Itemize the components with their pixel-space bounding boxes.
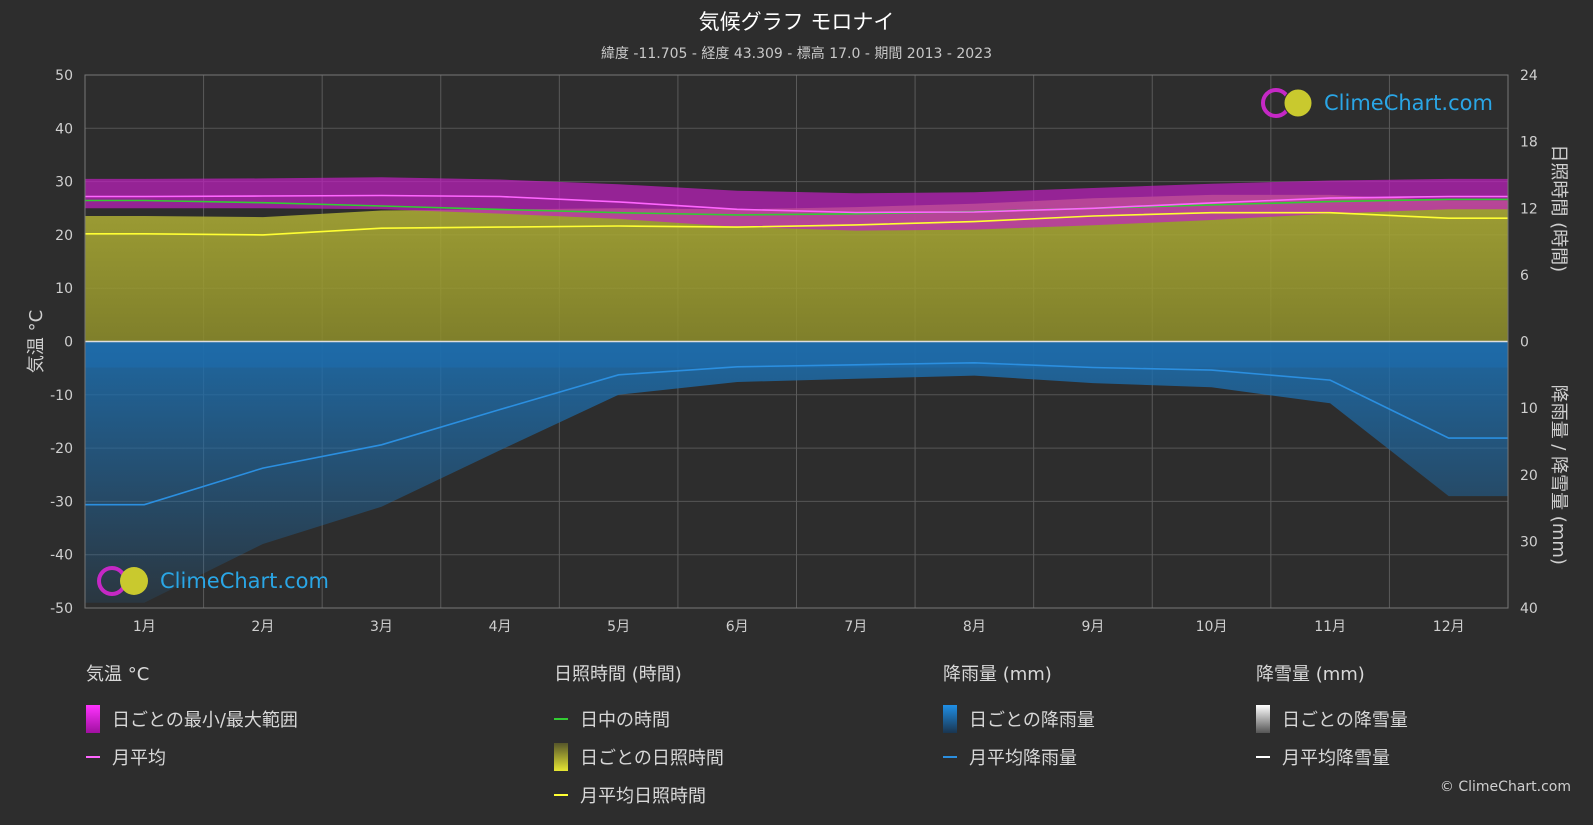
sunshine-area bbox=[85, 194, 1508, 342]
y-right-top-axis-title: 日照時間 (時間) bbox=[1548, 144, 1569, 272]
y-right-bottom-tick-label: 20 bbox=[1520, 468, 1538, 484]
rain-area bbox=[85, 341, 1508, 603]
rain-area-fill bbox=[85, 341, 1508, 603]
climechart-logo-icon bbox=[1261, 88, 1313, 118]
legend-heading: 気温 °C bbox=[86, 664, 150, 685]
logo-top: ClimeChart.com bbox=[1260, 86, 1493, 120]
legend-item-snow-daily: 日ごとの降雪量 bbox=[1256, 700, 1408, 738]
x-tick-label: 4月 bbox=[489, 619, 512, 635]
y-left-tick-label: 0 bbox=[64, 335, 73, 351]
y-right-top-tick-label: 24 bbox=[1520, 68, 1538, 84]
legend-item-daylight: 日中の時間 bbox=[554, 700, 724, 738]
y-right-bottom-tick-label: 10 bbox=[1520, 401, 1538, 417]
y-right-top-tick-label: 0 bbox=[1520, 335, 1529, 351]
legend-heading: 日照時間 (時間) bbox=[554, 664, 682, 685]
x-tick-label: 12月 bbox=[1433, 619, 1465, 635]
x-tick-label: 7月 bbox=[844, 619, 867, 635]
copyright: © ClimeChart.com bbox=[1439, 779, 1571, 795]
y-left-tick-label: 30 bbox=[55, 175, 73, 191]
legend-item-rain-avg: 月平均降雨量 bbox=[943, 738, 1095, 776]
legend-label: 日ごとの日照時間 bbox=[580, 748, 724, 769]
y-left-tick-label: -20 bbox=[50, 441, 73, 457]
y-left-tick-label: -30 bbox=[50, 494, 73, 510]
temperature-range-band bbox=[85, 177, 1508, 231]
y-right-top-tick-label: 18 bbox=[1520, 135, 1538, 151]
x-tick-label: 1月 bbox=[133, 619, 156, 635]
rain-avg-line bbox=[85, 361, 1508, 506]
x-tick-label: 6月 bbox=[726, 619, 749, 635]
x-tick-label: 2月 bbox=[251, 619, 274, 635]
climate-chart: 50 40 30 20 10 0 -10 -20 -30 -40 -50 24 18 12 6 0 10 20 30… bbox=[26, 68, 1569, 635]
legend-label: 日中の時間 bbox=[580, 710, 670, 731]
y-right-top-tick-label: 6 bbox=[1520, 268, 1529, 284]
axes: 50 40 30 20 10 0 -10 -20 -30 -40 -50 24 18 12 6 0 10 20 30… bbox=[26, 68, 1569, 635]
y-left-tick-label: 40 bbox=[55, 121, 73, 137]
legend-item-temp-avg: 月平均 bbox=[86, 738, 298, 776]
x-tick-label: 8月 bbox=[963, 619, 986, 635]
legend-item-rain-daily: 日ごとの降雨量 bbox=[943, 700, 1095, 738]
legend-label: 日ごとの降雪量 bbox=[1282, 710, 1408, 731]
y-right-bottom-axis-title: 降雨量 / 降雪量 (mm) bbox=[1548, 385, 1569, 565]
y-left-tick-label: -40 bbox=[50, 548, 73, 564]
y-left-tick-label: 10 bbox=[55, 281, 73, 297]
swatch-temp-avg bbox=[86, 756, 100, 758]
series-lines bbox=[85, 194, 1508, 506]
legend-item-sunshine-avg: 月平均日照時間 bbox=[554, 776, 724, 814]
legend-rain: 降雨量 (mm) 日ごとの降雨量 月平均降雨量 bbox=[943, 660, 1095, 776]
sunshine-avg-line bbox=[85, 211, 1508, 236]
x-tick-label: 10月 bbox=[1196, 619, 1228, 635]
y-right-bottom-tick-label: 30 bbox=[1520, 534, 1538, 550]
y-right-top-tick-label: 12 bbox=[1520, 201, 1538, 217]
legend-label: 日ごとの最小/最大範囲 bbox=[112, 710, 298, 731]
temp-avg-line bbox=[85, 194, 1508, 214]
swatch-rain-daily bbox=[943, 705, 957, 733]
temp-band-fill bbox=[85, 177, 1508, 231]
x-tick-label: 11月 bbox=[1314, 619, 1346, 635]
swatch-temp-range bbox=[86, 705, 100, 733]
x-tick-label: 9月 bbox=[1081, 619, 1104, 635]
logo-text: ClimeChart.com bbox=[1324, 91, 1493, 115]
y-left-tick-label: 20 bbox=[55, 228, 73, 244]
swatch-rain-avg bbox=[943, 756, 957, 758]
x-tick-label: 5月 bbox=[607, 619, 630, 635]
legend-sunshine: 日照時間 (時間) 日中の時間 日ごとの日照時間 月平均日照時間 bbox=[554, 660, 724, 814]
swatch-snow-daily bbox=[1256, 705, 1270, 733]
rain-top-band bbox=[85, 341, 1508, 368]
swatch-sunshine-avg bbox=[554, 794, 568, 796]
logo-bottom: ClimeChart.com bbox=[96, 564, 329, 598]
legend-snow: 降雪量 (mm) 日ごとの降雪量 月平均降雪量 bbox=[1256, 660, 1408, 776]
y-left-tick-label: 50 bbox=[55, 68, 73, 84]
legend-label: 月平均降雨量 bbox=[969, 748, 1077, 769]
legend-item-snow-avg: 月平均降雪量 bbox=[1256, 738, 1408, 776]
y-left-tick-label: -50 bbox=[50, 601, 73, 617]
chart-subtitle: 緯度 -11.705 - 経度 43.309 - 標高 17.0 - 期間 20… bbox=[600, 46, 993, 62]
legend-label: 月平均日照時間 bbox=[580, 786, 706, 807]
chart-title: 気候グラフ モロナイ bbox=[698, 10, 895, 34]
legend-item-sunshine-daily: 日ごとの日照時間 bbox=[554, 738, 724, 776]
sunshine-area-fill bbox=[85, 194, 1508, 342]
legend-heading: 降雪量 (mm) bbox=[1256, 664, 1365, 685]
y-left-tick-label: -10 bbox=[50, 388, 73, 404]
swatch-snow-avg bbox=[1256, 756, 1270, 758]
legend-label: 月平均 bbox=[112, 748, 166, 769]
x-tick-label: 3月 bbox=[370, 619, 393, 635]
logo-text: ClimeChart.com bbox=[160, 569, 329, 593]
legend-item-temp-range: 日ごとの最小/最大範囲 bbox=[86, 700, 298, 738]
legend-temperature: 気温 °C 日ごとの最小/最大範囲 月平均 bbox=[86, 660, 298, 776]
climechart-logo-icon bbox=[97, 566, 148, 596]
y-left-axis-title: 気温 °C bbox=[26, 310, 47, 373]
legend-heading: 降雨量 (mm) bbox=[943, 664, 1052, 685]
legend-label: 日ごとの降雨量 bbox=[969, 710, 1095, 731]
swatch-daylight bbox=[554, 718, 568, 720]
daylight-line bbox=[85, 198, 1508, 216]
y-right-bottom-tick-label: 40 bbox=[1520, 601, 1538, 617]
plot-frame bbox=[84, 74, 1509, 609]
legend-label: 月平均降雪量 bbox=[1282, 748, 1390, 769]
swatch-sunshine-daily bbox=[554, 743, 568, 771]
